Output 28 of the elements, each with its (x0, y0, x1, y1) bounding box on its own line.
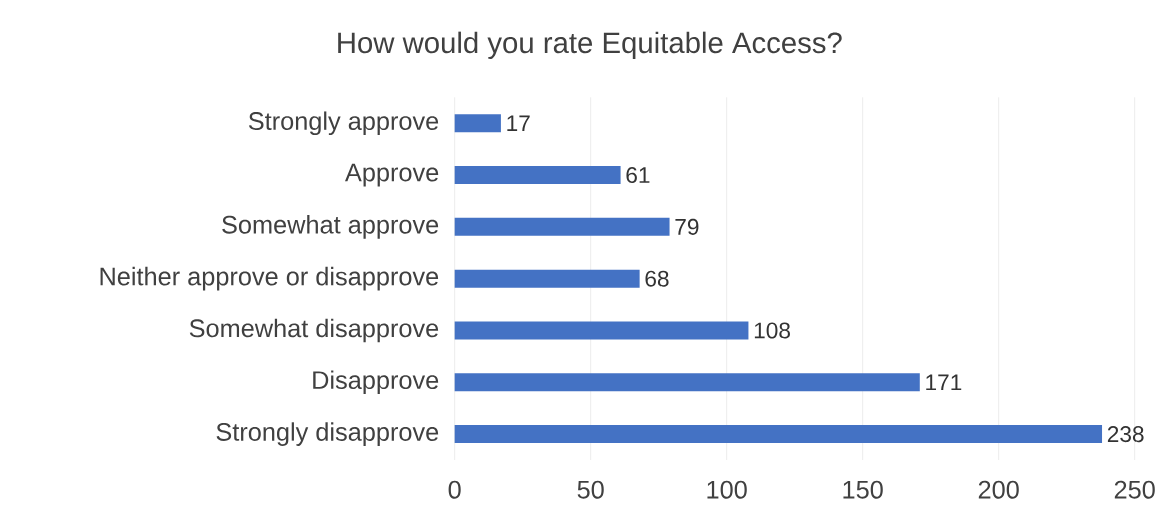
data-label: 61 (626, 167, 650, 184)
data-label: 171 (926, 374, 962, 391)
y-tick-label: Strongly approve (248, 111, 439, 136)
y-tick-label: Strongly disapprove (216, 422, 439, 446)
x-tick-label: 250 (1114, 480, 1155, 499)
bar (454, 321, 749, 340)
y-tick-label: Approve (344, 163, 439, 187)
x-tick-label: 200 (978, 480, 1019, 499)
x-tick-label: 100 (707, 480, 747, 499)
y-tick-label: Neither approve or disapprove (100, 266, 439, 291)
bar (454, 166, 621, 185)
data-label: 17 (507, 115, 530, 132)
data-label: 79 (675, 218, 699, 235)
bar (454, 217, 670, 236)
bar (454, 114, 501, 133)
bar (454, 425, 1103, 444)
data-label: 68 (645, 270, 669, 287)
x-tick-label: 0 (448, 480, 461, 499)
y-tick-label: Somewhat disapprove (189, 318, 439, 343)
bar (454, 373, 920, 392)
y-tick-label: Somewhat approve (222, 215, 439, 239)
data-label: 238 (1107, 426, 1144, 443)
x-tick-label: 50 (577, 480, 604, 499)
y-tick-label: Disapprove (313, 370, 439, 395)
chart-title: How would you rate Equitable Access? (338, 31, 842, 59)
x-tick-label: 150 (843, 480, 883, 499)
bar (454, 269, 640, 288)
data-label: 108 (754, 322, 790, 339)
